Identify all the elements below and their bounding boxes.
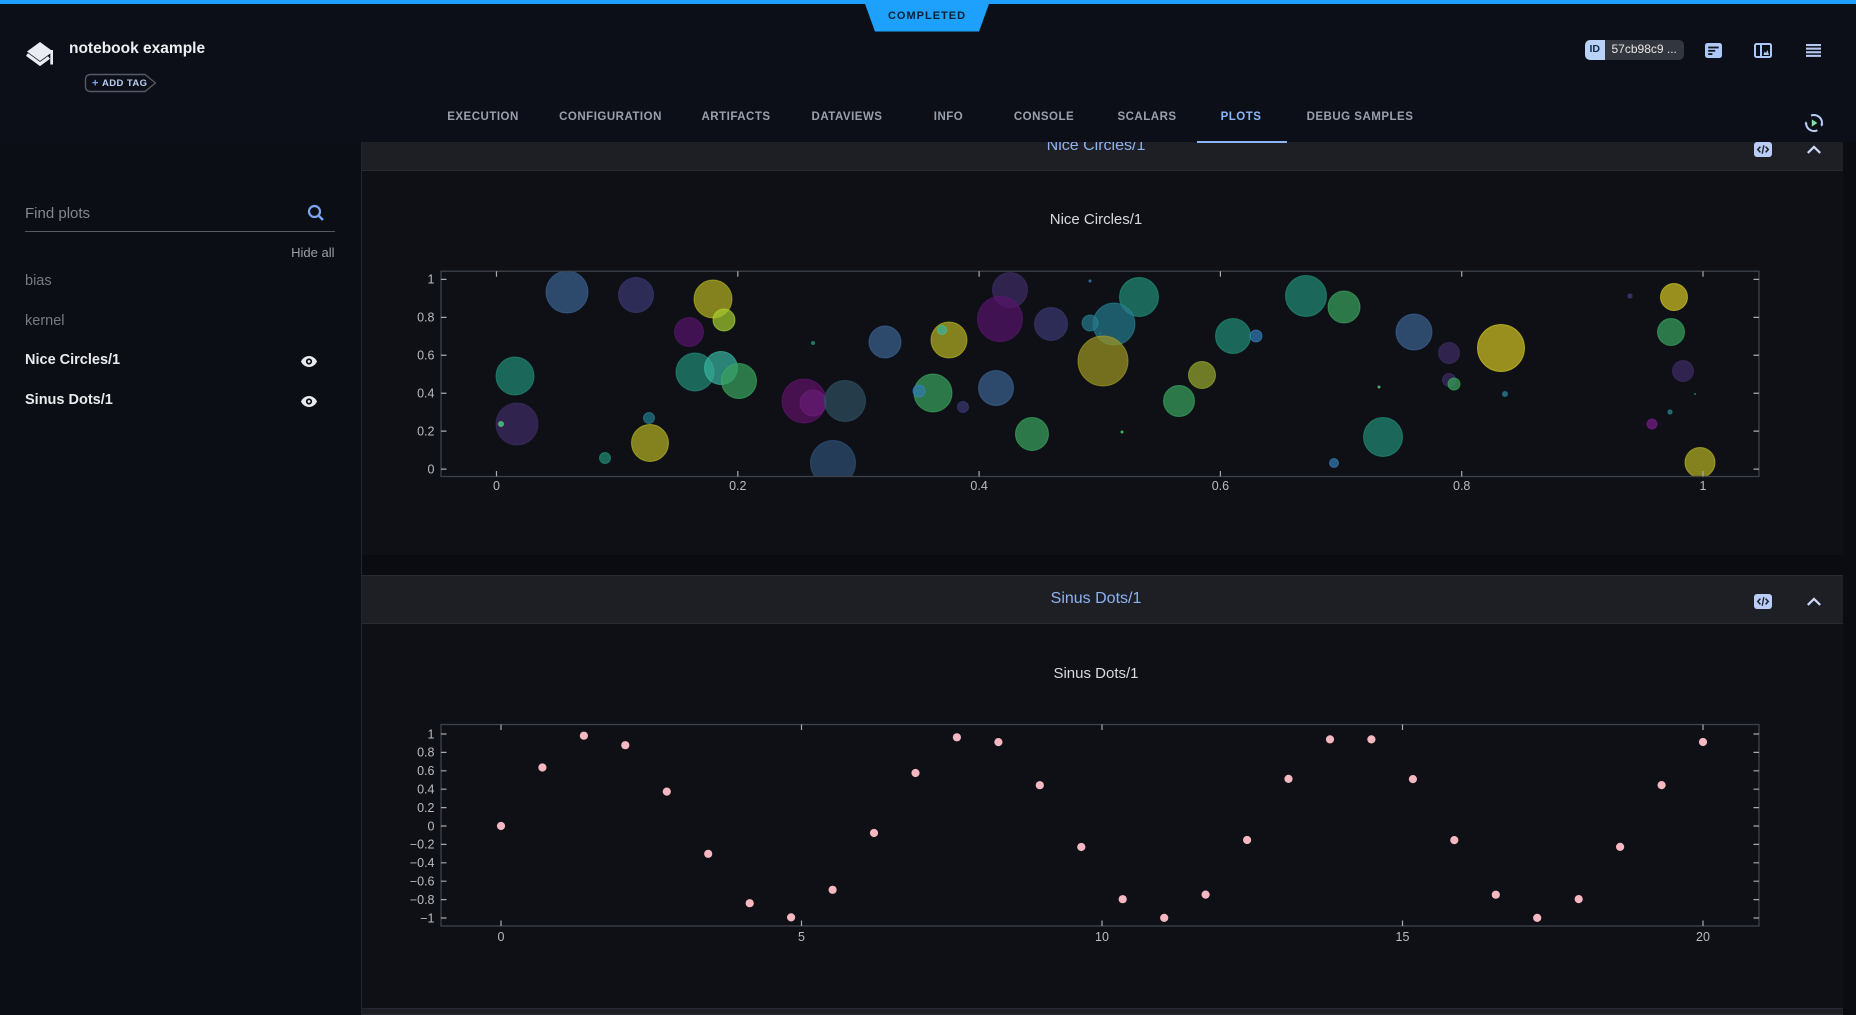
svg-text:ADD TAG: ADD TAG: [102, 78, 147, 89]
svg-text:+: +: [92, 78, 98, 90]
